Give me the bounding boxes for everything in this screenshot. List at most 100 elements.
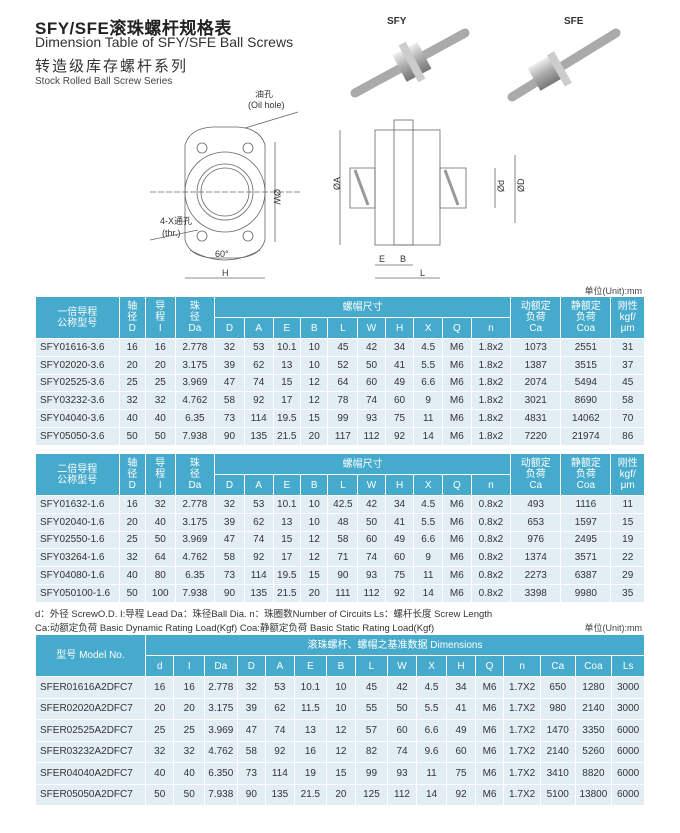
table-row: SFY05050-3.6 50 50 7.938 90 135 21.5 20 117 112 92… <box>35 426 645 446</box>
value-cell: 0.8x2 <box>470 512 512 532</box>
value-cell: 7.938 <box>174 583 216 603</box>
model-cell: SFY02525-3.6 <box>35 373 120 393</box>
header-d: D <box>214 474 245 496</box>
value-cell: 32 <box>144 391 176 411</box>
table-row: SFER01616A2DFC7 16 16 2.778 32 53 10.1 10 45 42 4.… <box>35 676 645 699</box>
value-cell: 4.762 <box>204 740 238 763</box>
value-cell: 6000 <box>611 740 645 763</box>
model-cell: SFER03232A2DFC7 <box>35 740 146 763</box>
value-cell: 3515 <box>560 355 612 375</box>
value-cell: 47 <box>214 373 245 393</box>
value-cell: 6.6 <box>413 373 444 393</box>
value-cell: 39 <box>236 697 267 720</box>
value-cell: 20 <box>299 426 329 446</box>
value-cell: 45 <box>610 373 645 393</box>
value-cell: M6 <box>442 426 472 446</box>
value-cell: 32 <box>144 495 176 514</box>
value-cell: 50 <box>118 426 146 446</box>
value-cell: M6 <box>442 495 472 514</box>
value-cell: 12 <box>299 530 329 550</box>
value-cell: M6 <box>474 697 505 720</box>
value-cell: 82 <box>354 740 389 763</box>
value-cell: 13 <box>272 355 302 375</box>
header-d: D <box>236 655 267 677</box>
value-cell: 49 <box>384 373 415 393</box>
header-e: E <box>272 474 302 496</box>
header-a: A <box>265 655 295 677</box>
value-cell: 17 <box>272 391 302 411</box>
value-cell: 0.8x2 <box>470 583 512 603</box>
series-title-en: Stock Rolled Ball Screw Series <box>35 76 173 87</box>
header-row: 一倍导程 公称型号轴径 D 导程 I 珠径 Da 螺帽尺寸 动额定 负荷 Ca 静额定 负荷 Coa 刚性 k… <box>35 296 645 339</box>
value-cell: 1.7X2 <box>503 697 541 720</box>
value-cell: 40 <box>144 762 175 785</box>
value-cell: 10 <box>299 495 329 514</box>
value-cell: 93 <box>357 409 386 428</box>
value-cell: 20 <box>144 697 175 720</box>
value-cell: 20 <box>299 583 329 603</box>
model-cell: SFER02525A2DFC7 <box>35 719 146 742</box>
value-cell: 70 <box>610 409 645 428</box>
value-cell: 90 <box>236 783 267 806</box>
value-cell: 1387 <box>510 355 562 375</box>
table-row: SFY03232-3.6 32 32 4.762 58 92 17 12 78 74 60 9 M6 1.… <box>35 391 645 411</box>
value-cell: 3.969 <box>174 530 216 550</box>
header-rigidity: 刚性 kgf/μm <box>610 453 645 496</box>
value-cell: 3021 <box>510 391 562 411</box>
value-cell: 10.1 <box>272 338 302 357</box>
value-cell: 1470 <box>539 719 576 742</box>
value-cell: 29 <box>610 566 645 585</box>
legend-line-1: d：外径 ScrewO.D. I:导程 Lead Da：珠径Ball Dia. … <box>35 609 493 620</box>
value-cell: M6 <box>442 548 472 568</box>
value-cell: 9980 <box>560 583 612 603</box>
header-ball-dia: 珠径 Da <box>174 453 216 496</box>
model-cell: SFY04040-3.6 <box>35 409 120 428</box>
value-cell: 493 <box>510 495 562 514</box>
header-b: B <box>326 655 356 677</box>
header-h: H <box>384 474 415 496</box>
table-row: SFY04080-1.6 40 80 6.35 73 114 19.5 15 90 93 75 11 M… <box>35 566 645 585</box>
table-row: SFY050100-1.6 50 100 7.938 90 135 21.5 20 111 112… <box>35 583 645 603</box>
value-cell: 13 <box>293 719 328 742</box>
value-cell: 75 <box>384 409 415 428</box>
header-i: I <box>173 655 206 677</box>
value-cell: 14 <box>415 783 448 806</box>
header-da: Da <box>204 655 238 677</box>
value-cell: 19.5 <box>272 409 302 428</box>
value-cell: 32 <box>214 338 245 357</box>
value-cell: 99 <box>354 762 389 785</box>
value-cell: 58 <box>327 530 359 550</box>
value-cell: 92 <box>243 548 274 568</box>
value-cell: 3.175 <box>174 355 216 375</box>
model-cell: SFY03264-1.6 <box>35 548 120 568</box>
value-cell: 60 <box>387 719 417 742</box>
sfe-label: SFE <box>564 16 584 27</box>
value-cell: 6.6 <box>415 719 448 742</box>
value-cell: 64 <box>144 548 176 568</box>
page-title: SFY/SFE滚珠螺杆规格表 <box>35 19 232 38</box>
header-row: 型号 Model No. 滚珠螺杆、螺帽之基准数据 Dimensions <box>35 634 646 677</box>
value-cell: 10 <box>326 697 356 720</box>
value-cell: 20 <box>173 697 206 720</box>
value-cell: 74 <box>357 391 386 411</box>
table-row: SFY04040-3.6 40 40 6.35 73 114 19.5 15 99 93 75 11 M… <box>35 409 645 428</box>
value-cell: 60 <box>357 530 386 550</box>
value-cell: 12 <box>299 548 329 568</box>
header-h: H <box>384 317 415 339</box>
value-cell: 16 <box>293 740 328 763</box>
header-coa: 静额定 负荷 Coa <box>560 453 612 496</box>
header-h: H <box>446 655 476 677</box>
value-cell: 58 <box>214 548 245 568</box>
value-cell: 41 <box>384 355 415 375</box>
value-cell: 25 <box>118 373 146 393</box>
value-cell: 135 <box>243 583 274 603</box>
header-ball-dia: 珠径 Da <box>174 296 216 339</box>
value-cell: 20 <box>118 512 146 532</box>
table-row: SFER02020A2DFC7 20 20 3.175 39 62 11.5 10 55 50 5.… <box>35 697 645 720</box>
value-cell: 45 <box>354 676 389 699</box>
